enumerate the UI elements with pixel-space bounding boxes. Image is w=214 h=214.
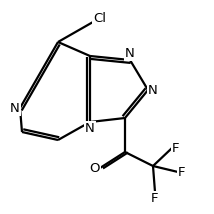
Text: F: F (172, 141, 180, 155)
Text: O: O (89, 162, 100, 174)
Text: N: N (85, 122, 95, 135)
Text: N: N (148, 83, 158, 97)
Text: F: F (151, 192, 159, 205)
Text: Cl: Cl (94, 12, 107, 24)
Text: N: N (125, 47, 135, 60)
Text: N: N (10, 101, 20, 114)
Text: F: F (178, 165, 186, 178)
